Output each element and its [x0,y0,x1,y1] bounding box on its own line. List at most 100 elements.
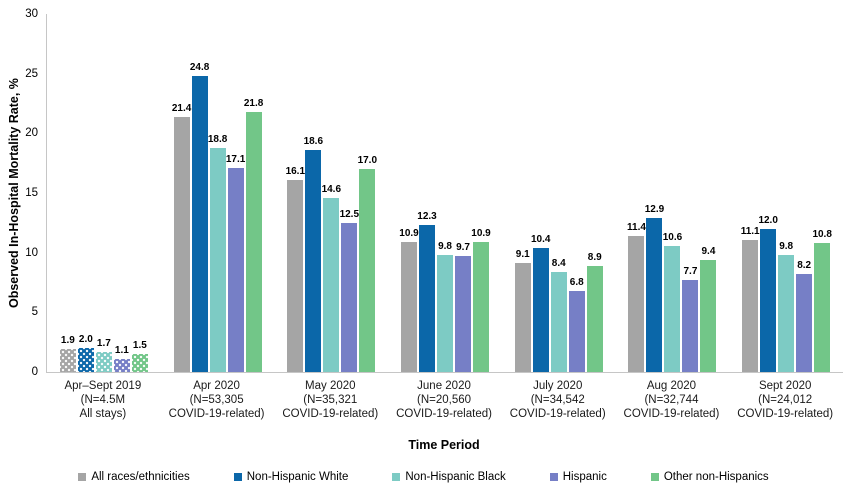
legend-item: Other non-Hispanics [650,471,769,483]
bar: 6.8 [568,277,585,372]
bar: 14.6 [322,184,341,372]
bar-value-label: 12.5 [339,208,360,220]
plot-area: 1.9 2.0 1.7 1.1 1.5 21.4 24.8 18.8 17.1 21.8 16.1 1… [46,14,843,373]
legend-label: Non-Hispanic Black [405,471,506,483]
bar-value-label: 12.9 [644,204,665,216]
bar-value-label: 18.6 [303,136,324,148]
bar-value-label: 10.6 [662,231,683,243]
y-axis-ticks: 0 5 10 15 20 25 30 [0,8,38,378]
bar-value-label: 10.8 [812,229,832,241]
bar-value-label: 8.9 [587,251,602,263]
bar-value-label: 8.2 [797,260,812,272]
bar-value-label: 8.4 [551,257,566,269]
bar: 12.5 [340,209,359,372]
x-tick-label: Aug 2020 (N=32,744 COVID-19-related) [623,380,720,420]
legend-swatch [78,473,87,481]
bar: 9.1 [514,249,531,372]
legend-label: Hispanic [562,471,607,483]
bar-value-label: 1.7 [96,337,111,349]
x-axis-labels: Apr–Sept 2019 (N=4.5M All stays) Apr 2020 (N… [46,379,842,421]
legend-item: Non-Hispanic Black [392,471,506,483]
y-tick-label: 30 [25,8,38,20]
bar: 10.9 [399,228,419,372]
bar-value-label: 24.8 [189,62,210,74]
bar-value-label: 17.1 [225,153,246,165]
bar: 11.4 [627,222,646,372]
bar-value-label: 18.8 [207,133,228,145]
legend-swatch [233,473,242,481]
bar: 24.8 [190,62,209,372]
legend-label: All races/ethnicities [91,471,190,483]
bar-value-label: 21.4 [171,102,192,114]
bar: 8.2 [796,260,813,372]
bar-value-label: 9.7 [456,242,470,254]
x-tick-label: Apr 2020 (N=53,305 COVID-19-related) [168,380,265,420]
bar: 10.6 [663,232,682,372]
bar: 9.8 [437,241,454,372]
bar-value-label: 10.4 [531,233,551,245]
bar-group: 1.9 2.0 1.7 1.1 1.5 [47,14,161,372]
bar: 17.0 [358,155,377,372]
x-tick-label: May 2020 (N=35,321 COVID-19-related) [282,380,379,420]
bar: 11.1 [741,226,760,372]
bar-value-label: 9.8 [438,241,452,253]
bar: 12.9 [645,204,664,372]
bar: 12.3 [417,211,437,372]
bar-group: 10.9 12.3 9.8 9.7 10.9 [388,14,502,372]
bar: 21.4 [172,103,191,372]
x-tick-label: Apr–Sept 2019 (N=4.5M All stays) [64,380,142,420]
bar: 1.5 [131,340,148,372]
bar: 9.7 [455,242,472,372]
bar-value-label: 1.1 [114,344,129,356]
bar-group: 16.1 18.6 14.6 12.5 17.0 [274,14,388,372]
x-tick-label: June 2020 (N=20,560 COVID-19-related) [396,380,492,420]
legend-item: All races/ethnicities [78,471,190,483]
bar-group: 11.4 12.9 10.6 7.7 9.4 [616,14,730,372]
legend-label: Other non-Hispanics [663,471,769,483]
bar-value-label: 12.3 [417,211,437,223]
bar: 10.9 [471,228,491,372]
bar-value-label: 21.8 [243,97,264,109]
legend-swatch [549,473,558,481]
legend-label: Non-Hispanic White [246,471,349,483]
bar: 1.7 [95,338,112,372]
x-tick-label: July 2020 (N=34,542 COVID-19-related) [509,380,606,420]
bar-value-label: 1.5 [132,340,147,352]
x-tick-label: Sept 2020 (N=24,012 COVID-19-related) [737,380,834,420]
bar: 7.7 [682,266,699,372]
bar: 1.1 [113,345,130,372]
bar-value-label: 2.0 [78,334,93,346]
y-tick-label: 15 [25,187,38,199]
y-tick-label: 25 [25,67,38,80]
bar-group: 11.1 12.0 9.8 8.2 10.8 [729,14,843,372]
bar-value-label: 16.1 [285,165,306,177]
bar-value-label: 7.7 [683,266,698,278]
y-tick-label: 20 [25,127,38,140]
bar: 18.8 [208,134,227,372]
bar-value-label: 10.9 [399,227,419,239]
bar-value-label: 10.9 [471,227,491,239]
legend-item: Non-Hispanic White [233,471,349,483]
y-tick-label: 10 [25,246,38,259]
bar: 1.9 [59,335,76,372]
bar: 10.8 [812,229,832,372]
bar-value-label: 9.1 [515,249,530,261]
bar: 8.4 [550,258,567,372]
y-tick-label: 0 [31,366,38,378]
bar-value-label: 14.6 [321,183,342,195]
bar-value-label: 12.0 [758,214,778,226]
bar: 10.4 [531,234,550,372]
bar-value-label: 6.8 [569,276,584,288]
bar-value-label: 11.1 [740,225,760,237]
bar: 16.1 [286,166,305,372]
legend: All races/ethnicities Non-Hispanic White N… [0,471,847,483]
legend-swatch [650,473,659,481]
legend-item: Hispanic [549,471,607,483]
bar: 8.9 [586,252,603,372]
bar-value-label: 1.9 [60,335,75,347]
bar-value-label: 9.4 [701,245,716,257]
x-axis-title: Time Period [408,438,480,452]
bar: 9.8 [778,241,795,372]
bar: 17.1 [226,154,245,372]
